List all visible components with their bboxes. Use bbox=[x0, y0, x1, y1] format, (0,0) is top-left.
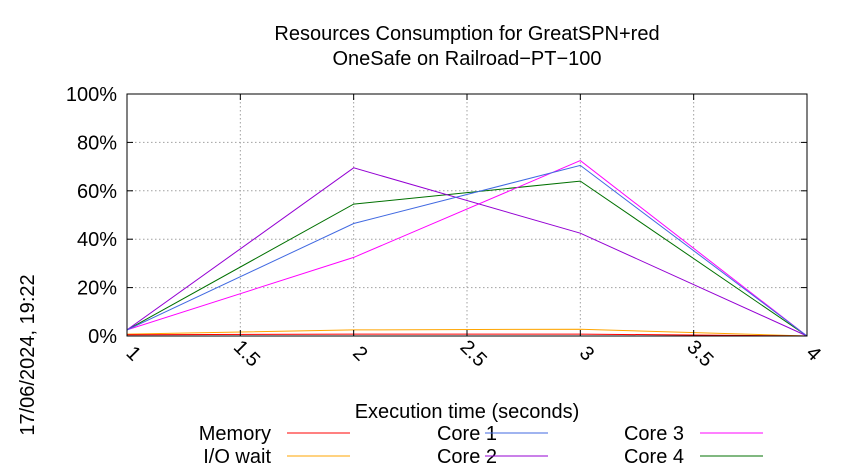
timestamp-label: 17/06/2024, 19:22 bbox=[17, 274, 39, 435]
x-tick-label: 1.5 bbox=[229, 336, 264, 371]
series-line-core-1 bbox=[126, 164, 808, 337]
series-line-core-3 bbox=[126, 160, 808, 337]
chart-subtitle: OneSafe on Railroad−PT−100 bbox=[332, 48, 601, 70]
series-line-core-4 bbox=[126, 180, 808, 337]
grid-lines bbox=[127, 94, 807, 336]
x-tick-label: 2.5 bbox=[456, 336, 491, 371]
legend-label-i-o-wait: I/O wait bbox=[203, 446, 271, 468]
legend-label-core-2: Core 2 bbox=[437, 446, 497, 468]
legend-label-memory: Memory bbox=[199, 423, 271, 445]
x-tick-label: 3 bbox=[575, 342, 598, 365]
y-axis-ticks: 0% 20% 40% 60% 80% 100% bbox=[66, 84, 807, 348]
series-line-core-2 bbox=[126, 167, 808, 337]
x-tick-label: 3.5 bbox=[682, 336, 717, 371]
chart-title: Resources Consumption for GreatSPN+red bbox=[274, 23, 659, 45]
x-tick-label: 2 bbox=[348, 342, 371, 365]
y-tick-label: 60% bbox=[77, 181, 117, 203]
x-tick-label: 1 bbox=[122, 342, 145, 365]
y-tick-label: 20% bbox=[77, 278, 117, 300]
legend-label-core-4: Core 4 bbox=[624, 446, 684, 468]
y-tick-label: 40% bbox=[77, 229, 117, 251]
y-tick-label: 0% bbox=[88, 326, 117, 348]
legend-label-core-3: Core 3 bbox=[624, 423, 684, 445]
y-tick-label: 100% bbox=[66, 84, 117, 106]
legend-label-core-1: Core 1 bbox=[437, 423, 497, 445]
y-tick-label: 80% bbox=[77, 132, 117, 154]
x-axis-label: Execution time (seconds) bbox=[355, 401, 580, 423]
x-tick-label: 4 bbox=[802, 342, 825, 365]
